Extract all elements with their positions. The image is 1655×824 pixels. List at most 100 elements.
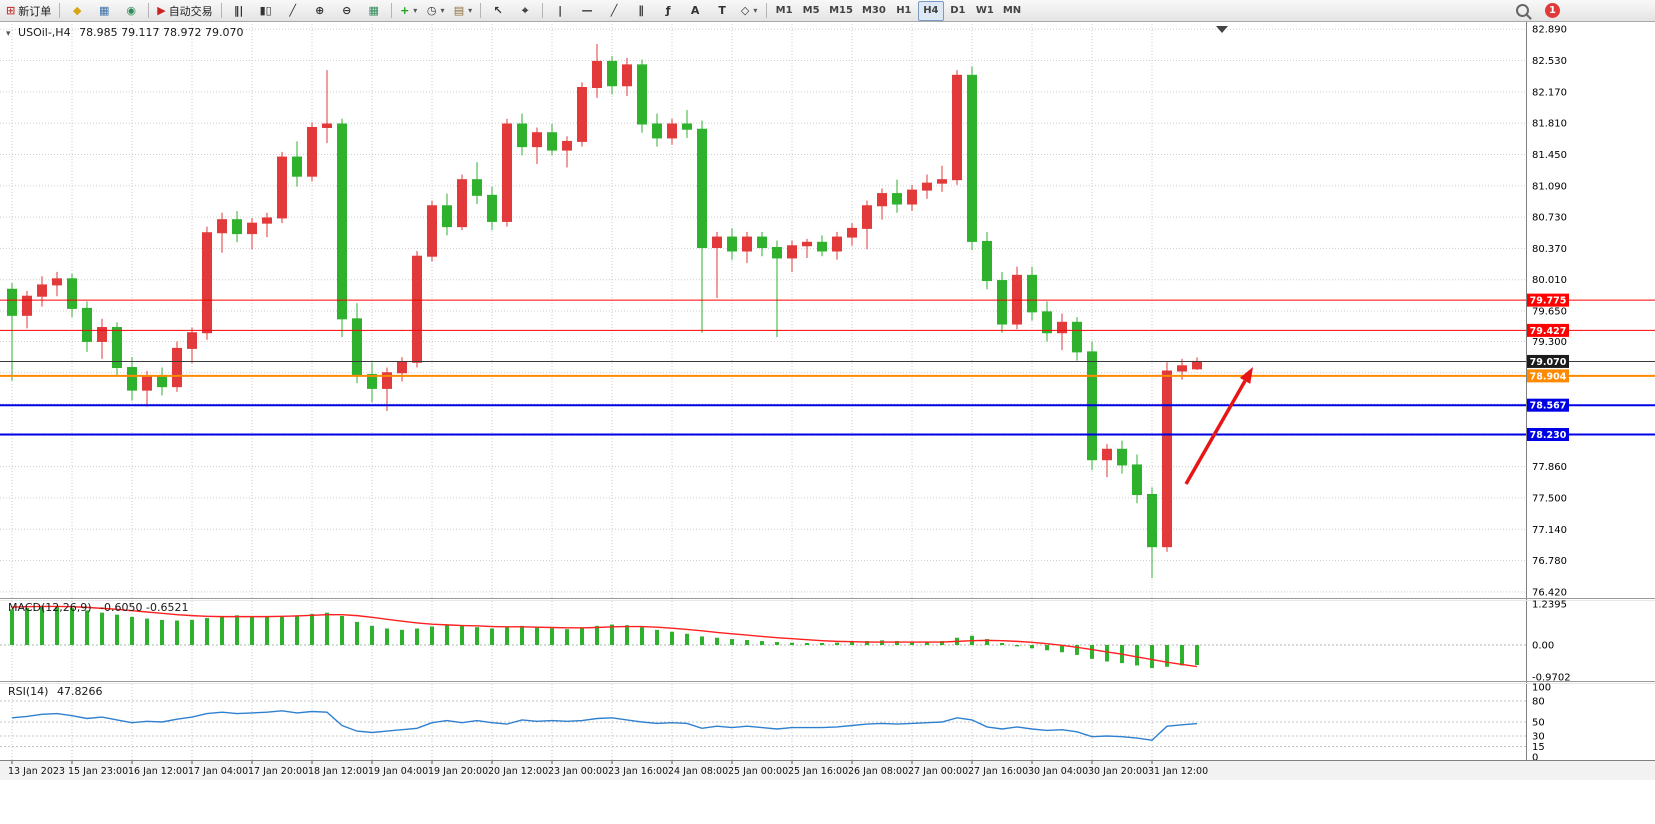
timeframe-w1[interactable]: W1: [972, 1, 998, 21]
price-axis-label: 81.810: [1532, 119, 1567, 130]
candle-bullish: [187, 332, 197, 349]
candle-bearish: [652, 123, 662, 139]
time-axis[interactable]: [0, 761, 1655, 780]
candle-bearish: [1027, 274, 1037, 313]
bar-chart-button[interactable]: ‖|: [226, 1, 252, 21]
price-line-label-box: [1527, 369, 1569, 383]
price-axis-label: 82.890: [1532, 25, 1567, 36]
data-window-icon: ◉: [126, 4, 137, 17]
time-axis-label: 20 Jan 12:00: [488, 766, 548, 777]
timeframe-m15-label: M15: [829, 5, 853, 16]
candlestick-chart-button[interactable]: ▮▯: [253, 1, 279, 21]
zoom-in-button[interactable]: ⊕: [307, 1, 333, 21]
zoom-out-icon: ⊖: [342, 4, 352, 17]
candle-bullish: [202, 232, 212, 334]
timeframe-m5[interactable]: M5: [798, 1, 824, 21]
fibonacci-button[interactable]: ƒ: [655, 1, 681, 21]
toolbar-separator: [148, 3, 150, 18]
timeframe-mn[interactable]: MN: [999, 1, 1025, 21]
timeframe-d1-label: D1: [950, 5, 966, 16]
indicators-button[interactable]: + ▾: [396, 1, 422, 21]
timeframe-d1[interactable]: D1: [945, 1, 971, 21]
template-icon: ▤: [453, 4, 465, 17]
price-axis-label: 81.450: [1532, 150, 1567, 161]
candle-bullish: [217, 219, 227, 234]
candle-bullish: [142, 375, 152, 391]
clock-icon: ◷: [426, 4, 437, 17]
candle-bullish: [52, 278, 62, 286]
candle-bullish: [1102, 448, 1112, 461]
timeframe-m15[interactable]: M15: [825, 1, 857, 21]
rsi-line: [11, 710, 1198, 741]
charts-grid-button[interactable]: ▦: [91, 1, 117, 21]
candle-bearish: [1072, 321, 1082, 353]
cursor-button[interactable]: ↖: [485, 1, 511, 21]
chart-shift-marker[interactable]: [1216, 26, 1228, 33]
charts-grid-icon: ▦: [99, 4, 110, 17]
search-icon: [1515, 4, 1529, 17]
chevron-down-icon: ▾: [468, 6, 473, 15]
candle-bearish: [757, 236, 767, 249]
text-label-button[interactable]: T: [709, 1, 735, 21]
timeframe-m30[interactable]: M30: [858, 1, 890, 21]
chevron-down-icon: ▾: [440, 6, 445, 15]
tile-windows-button[interactable]: ▦: [361, 1, 387, 21]
time-axis-label: 27 Jan 16:00: [968, 766, 1028, 777]
channel-button[interactable]: ∥: [628, 1, 654, 21]
metaeditor-button[interactable]: ◆: [64, 1, 90, 21]
timeframe-m1[interactable]: M1: [771, 1, 797, 21]
data-window-button[interactable]: ◉: [118, 1, 144, 21]
candle-bullish: [922, 182, 932, 191]
timeframe-h1[interactable]: H1: [891, 1, 917, 21]
notification-badge[interactable]: 1: [1545, 3, 1560, 18]
candle-bearish: [697, 128, 707, 249]
fibonacci-icon: ƒ: [665, 4, 671, 17]
time-axis-label: 23 Jan 16:00: [608, 766, 668, 777]
search-button[interactable]: [1509, 1, 1535, 21]
bar-chart-icon: ‖|: [233, 4, 244, 17]
candle-bullish: [787, 245, 797, 259]
macd-axis-label: -0.9702: [1532, 673, 1571, 684]
candle-bearish: [292, 156, 302, 177]
vertical-line-button[interactable]: |: [547, 1, 573, 21]
candle-bullish: [307, 126, 317, 177]
toolbar-separator: [220, 3, 222, 18]
candle-bullish: [832, 236, 842, 252]
toolbar-separator: [480, 3, 482, 18]
templates-button[interactable]: ▤ ▾: [450, 1, 476, 21]
chart-symbol-period: USOil-,H4: [18, 26, 71, 39]
macd-title: MACD(12,26,9) -0.6050 -0.6521: [8, 601, 188, 614]
timeframe-w1-label: W1: [975, 5, 994, 16]
trendline-button[interactable]: ╱: [601, 1, 627, 21]
price-line-label-box: [1527, 293, 1569, 307]
trend-arrow[interactable]: [1184, 380, 1247, 485]
line-chart-button[interactable]: ╱: [280, 1, 306, 21]
new-order-button-label: 新订单: [18, 4, 52, 18]
price-axis-label: 80.010: [1532, 275, 1567, 286]
trend-arrow-head[interactable]: [1239, 367, 1253, 384]
one-click-trading-toggle[interactable]: ▾: [6, 29, 11, 39]
zoom-out-button[interactable]: ⊖: [334, 1, 360, 21]
horizontal-line-button[interactable]: —: [574, 1, 600, 21]
text-button[interactable]: A: [682, 1, 708, 21]
candles: [7, 44, 1202, 578]
time-axis-label: 15 Jan 23:00: [68, 766, 128, 777]
shapes-button[interactable]: ◇ ▾: [736, 1, 762, 21]
candle-bearish: [772, 247, 782, 259]
time-axis-label: 25 Jan 00:00: [728, 766, 788, 777]
crosshair-button[interactable]: ⌖: [512, 1, 538, 21]
candle-bullish: [562, 140, 572, 151]
price-axis-label: 82.530: [1532, 56, 1567, 67]
periods-button[interactable]: ◷ ▾: [423, 1, 449, 21]
candle-bearish: [1042, 311, 1052, 334]
timeframe-h4[interactable]: H4: [917, 0, 944, 21]
rsi-axis-label: 30: [1532, 732, 1545, 743]
price-axis-label: 80.370: [1532, 244, 1567, 255]
candle-bearish: [472, 179, 482, 196]
auto-trading-button[interactable]: ▶ 自动交易: [153, 1, 216, 21]
candle-bullish: [262, 217, 272, 224]
price-axis-label: 76.420: [1532, 587, 1567, 598]
new-order-button[interactable]: ⊞ 新订单: [2, 1, 55, 21]
time-axis-label: 24 Jan 08:00: [668, 766, 728, 777]
